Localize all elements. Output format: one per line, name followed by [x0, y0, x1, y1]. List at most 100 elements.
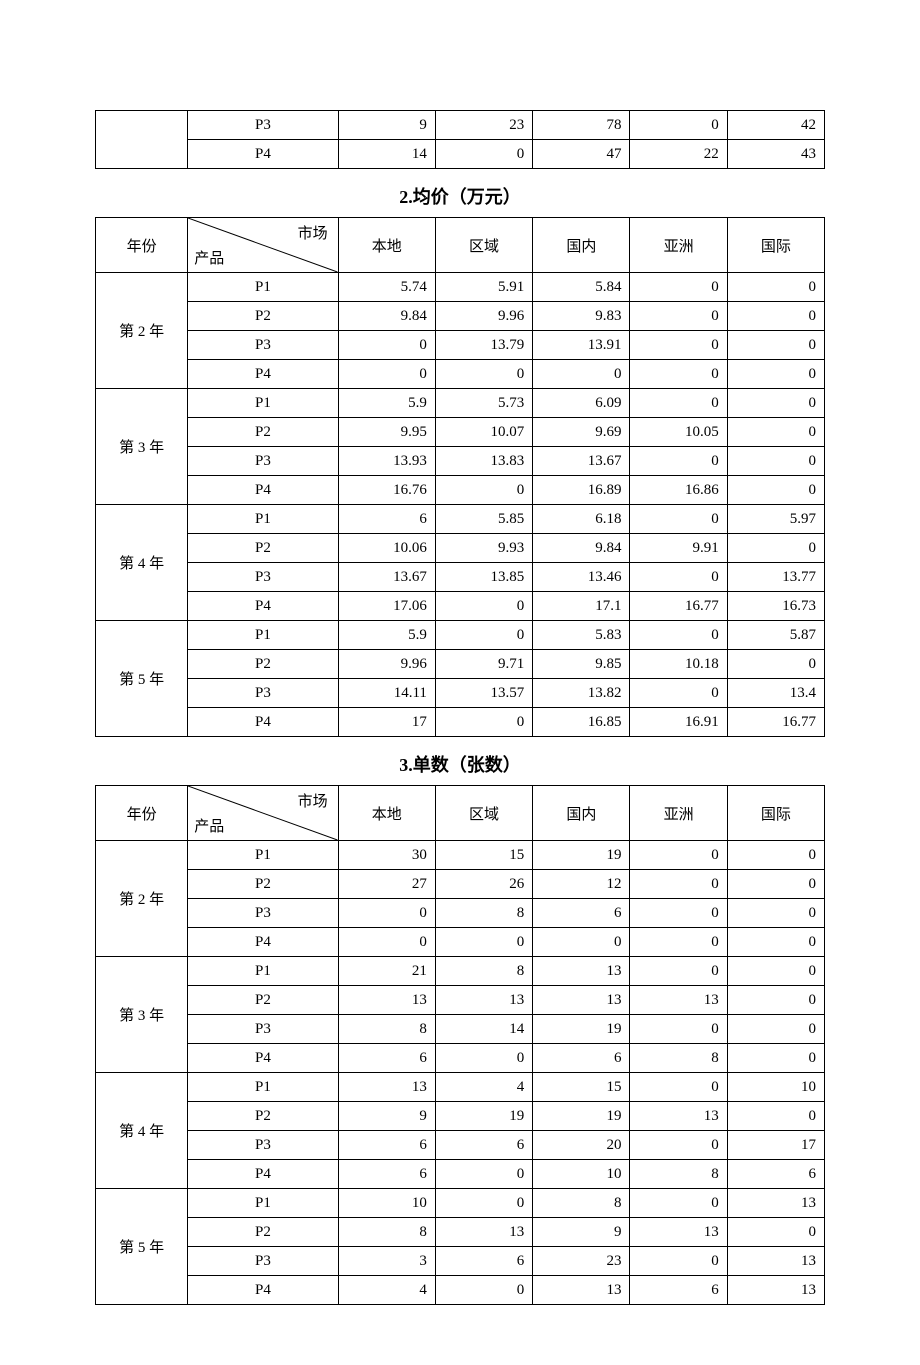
value-cell: 19 [533, 1102, 630, 1131]
value-cell: 6 [533, 899, 630, 928]
value-cell: 3 [338, 1247, 435, 1276]
table-row: P3013.7913.9100 [96, 331, 825, 360]
header-col: 本地 [338, 786, 435, 841]
value-cell: 23 [435, 111, 532, 140]
value-cell: 6 [435, 1247, 532, 1276]
value-cell: 0 [630, 273, 727, 302]
value-cell: 9.85 [533, 650, 630, 679]
value-cell: 6 [435, 1131, 532, 1160]
value-cell: 5.87 [727, 621, 824, 650]
table-row: P44013613 [96, 1276, 825, 1305]
value-cell: 13.82 [533, 679, 630, 708]
value-cell: 19 [533, 841, 630, 870]
value-cell: 5.73 [435, 389, 532, 418]
header-product-market: 市场产品 [188, 786, 338, 841]
value-cell: 0 [435, 1160, 532, 1189]
value-cell: 13 [533, 986, 630, 1015]
product-cell: P3 [188, 899, 338, 928]
value-cell: 5.97 [727, 505, 824, 534]
table-row: 第 5 年P15.905.8305.87 [96, 621, 825, 650]
value-cell: 0 [630, 621, 727, 650]
value-cell: 5.74 [338, 273, 435, 302]
value-cell: 0 [630, 679, 727, 708]
header-col: 国内 [533, 218, 630, 273]
value-cell: 0 [727, 899, 824, 928]
value-cell: 17.1 [533, 592, 630, 621]
value-cell: 0 [630, 841, 727, 870]
value-cell: 19 [533, 1015, 630, 1044]
table-row: P29.9510.079.6910.050 [96, 418, 825, 447]
header-product-label: 产品 [194, 247, 224, 268]
value-cell: 13 [727, 1247, 824, 1276]
value-cell: 0 [727, 1044, 824, 1073]
value-cell: 13 [435, 986, 532, 1015]
value-cell: 13 [630, 1102, 727, 1131]
value-cell: 0 [727, 870, 824, 899]
year-cell: 第 3 年 [96, 389, 188, 505]
value-cell: 6 [338, 505, 435, 534]
value-cell: 22 [630, 140, 727, 169]
value-cell: 0 [630, 870, 727, 899]
product-cell: P3 [188, 1015, 338, 1044]
value-cell: 8 [338, 1218, 435, 1247]
value-cell: 19 [435, 1102, 532, 1131]
product-cell: P2 [188, 870, 338, 899]
header-product-market: 市场产品 [188, 218, 338, 273]
product-cell: P3 [188, 1131, 338, 1160]
table-row: P2131313130 [96, 986, 825, 1015]
value-cell: 27 [338, 870, 435, 899]
value-cell: 0 [727, 1218, 824, 1247]
avg-price-table: 年份市场产品本地区域国内亚洲国际第 2 年P15.745.915.8400P29… [95, 217, 825, 737]
product-cell: P4 [188, 476, 338, 505]
value-cell: 0 [630, 111, 727, 140]
table-row: 第 2 年P15.745.915.8400 [96, 273, 825, 302]
value-cell: 14 [435, 1015, 532, 1044]
table-row: P38141900 [96, 1015, 825, 1044]
product-cell: P4 [188, 1276, 338, 1305]
value-cell: 0 [630, 447, 727, 476]
value-cell: 0 [533, 360, 630, 389]
value-cell: 9 [533, 1218, 630, 1247]
value-cell: 10 [338, 1189, 435, 1218]
product-cell: P4 [188, 592, 338, 621]
header-year: 年份 [96, 218, 188, 273]
product-cell: P2 [188, 302, 338, 331]
value-cell: 0 [630, 505, 727, 534]
value-cell: 16.85 [533, 708, 630, 737]
product-cell: P2 [188, 1218, 338, 1247]
table-row: P400000 [96, 360, 825, 389]
product-cell: P2 [188, 650, 338, 679]
value-cell: 0 [727, 360, 824, 389]
value-cell: 43 [727, 140, 824, 169]
value-cell: 5.85 [435, 505, 532, 534]
value-cell: 0 [727, 273, 824, 302]
value-cell: 12 [533, 870, 630, 899]
table-row: P29.849.969.8300 [96, 302, 825, 331]
value-cell: 0 [630, 1073, 727, 1102]
value-cell: 8 [435, 957, 532, 986]
product-cell: P4 [188, 928, 338, 957]
value-cell: 6 [630, 1276, 727, 1305]
value-cell: 9.83 [533, 302, 630, 331]
value-cell: 6 [338, 1160, 435, 1189]
value-cell: 6 [533, 1044, 630, 1073]
value-cell: 13 [435, 1218, 532, 1247]
value-cell: 15 [435, 841, 532, 870]
value-cell: 0 [435, 928, 532, 957]
section-2-title: 2.均价（万元） [95, 183, 825, 209]
value-cell: 4 [435, 1073, 532, 1102]
product-cell: P1 [188, 505, 338, 534]
product-cell: P3 [188, 679, 338, 708]
value-cell: 0 [727, 928, 824, 957]
value-cell: 0 [338, 360, 435, 389]
value-cell: 13.4 [727, 679, 824, 708]
table-row: P29.969.719.8510.180 [96, 650, 825, 679]
value-cell: 16.77 [630, 592, 727, 621]
table-row: 第 3 年P12181300 [96, 957, 825, 986]
table-row: P392378042 [96, 111, 825, 140]
year-cell: 第 4 年 [96, 505, 188, 621]
value-cell: 15 [533, 1073, 630, 1102]
value-cell: 10.18 [630, 650, 727, 679]
value-cell: 13.83 [435, 447, 532, 476]
value-cell: 8 [435, 899, 532, 928]
